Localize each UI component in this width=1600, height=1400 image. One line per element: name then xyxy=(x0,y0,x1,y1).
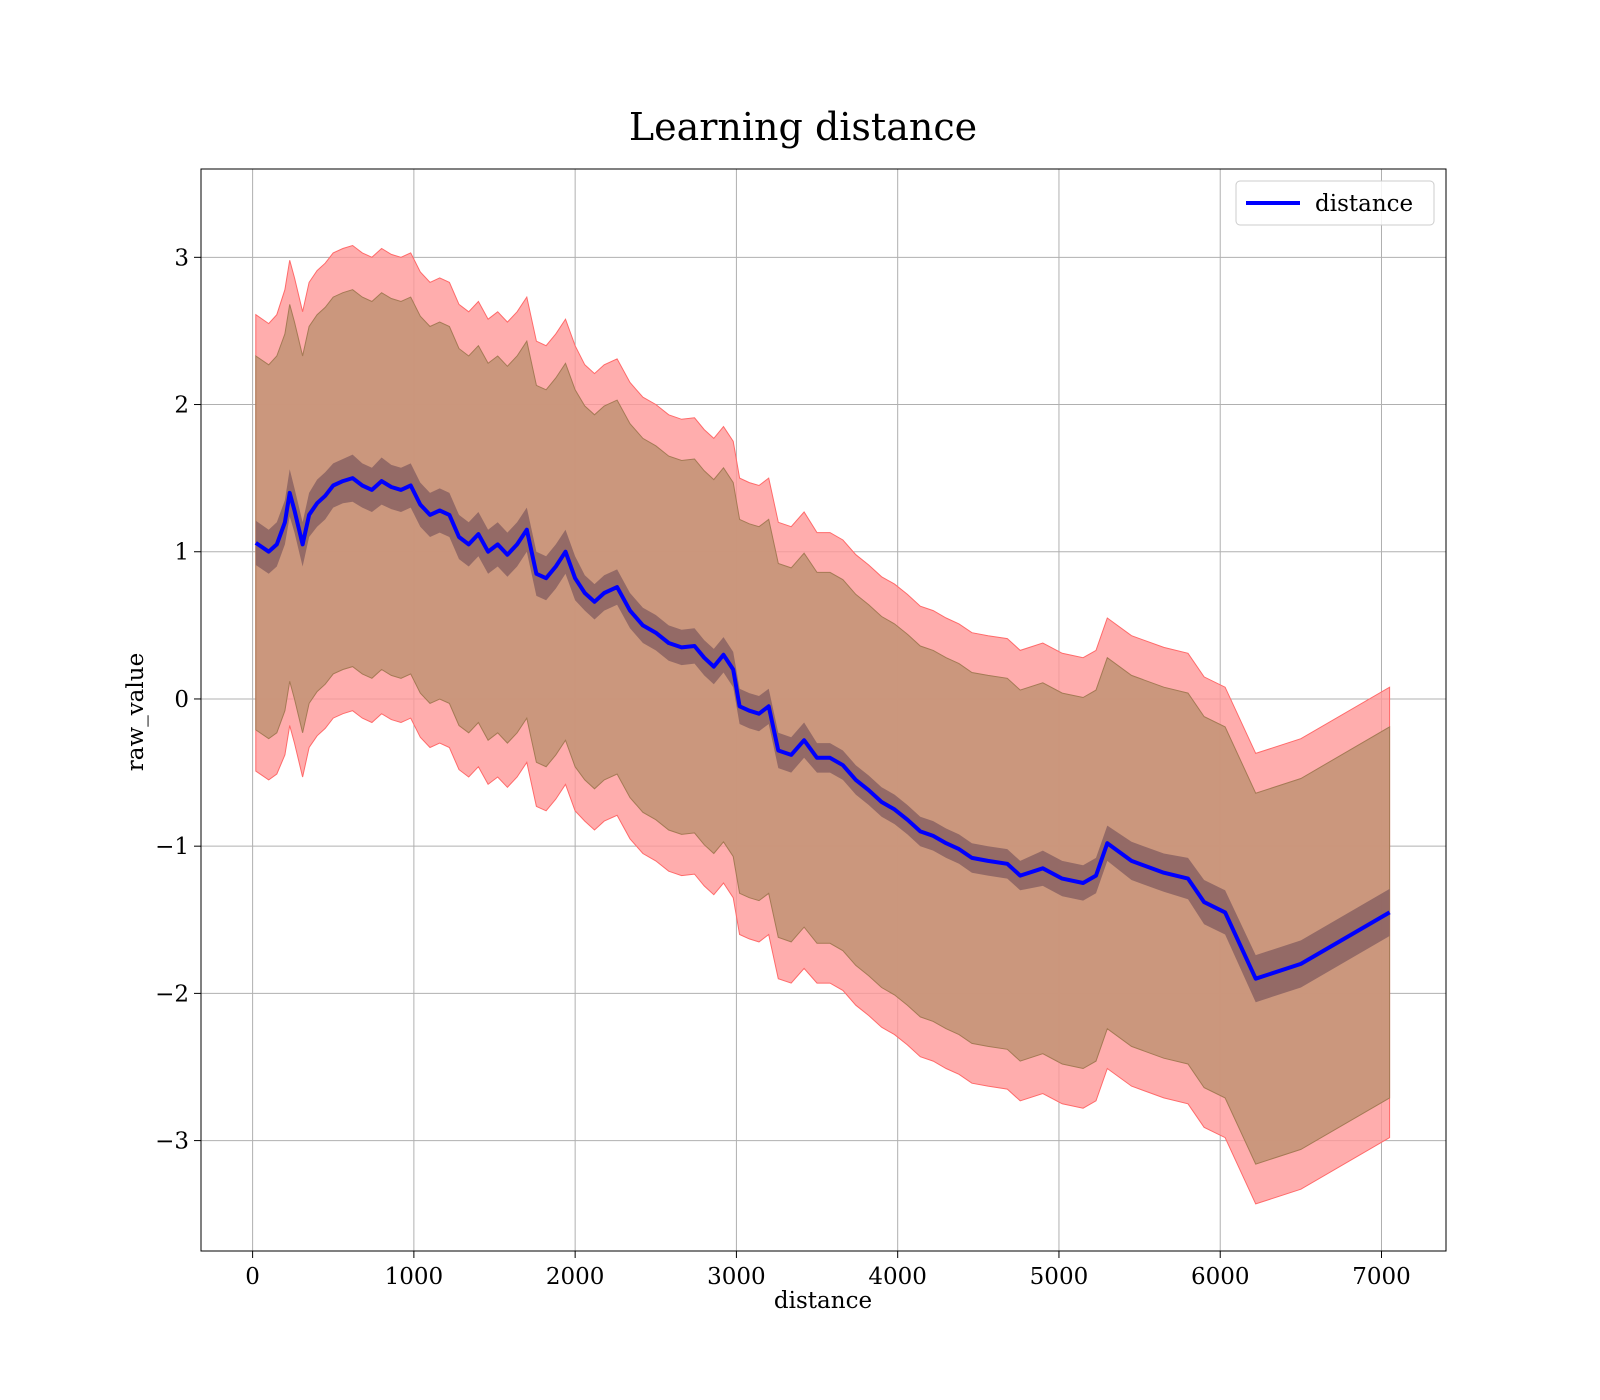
x-tick-label: 6000 xyxy=(1191,1264,1250,1290)
inner-band xyxy=(255,454,1390,1003)
x-tick-label: 3000 xyxy=(707,1264,766,1290)
chart-title: Learning distance xyxy=(629,105,977,149)
plot-frame xyxy=(200,168,1447,1252)
x-ticks: 0 1000 2000 3000 4000 5000 6000 7000 xyxy=(245,1251,1411,1290)
series-lines xyxy=(254,476,1391,981)
y-tick-label: −1 xyxy=(155,834,189,860)
y-axis-label: raw_value xyxy=(123,653,149,771)
legend-box xyxy=(1235,180,1435,226)
y-tick-label: 2 xyxy=(174,393,189,419)
bands xyxy=(255,244,1391,1205)
legend: distance xyxy=(1235,180,1435,226)
middle-band xyxy=(255,289,1391,1165)
y-tick-label: 1 xyxy=(174,540,189,566)
x-tick-label: 2000 xyxy=(546,1264,605,1290)
y-ticks: −3 −2 −1 0 1 2 3 xyxy=(155,245,201,1155)
x-tick-label: 0 xyxy=(245,1264,260,1290)
y-tick-label: −3 xyxy=(155,1129,189,1155)
x-tick-label: 1000 xyxy=(385,1264,444,1290)
y-tick-label: −2 xyxy=(155,981,189,1007)
x-tick-label: 4000 xyxy=(868,1264,927,1290)
series-line-distance xyxy=(254,476,1391,981)
x-tick-label: 7000 xyxy=(1352,1264,1411,1290)
y-tick-label: 0 xyxy=(174,687,189,713)
y-tick-label: 3 xyxy=(174,245,189,271)
x-axis-label: distance xyxy=(774,1288,872,1314)
legend-label: distance xyxy=(1315,191,1413,217)
x-tick-label: 5000 xyxy=(1030,1264,1089,1290)
